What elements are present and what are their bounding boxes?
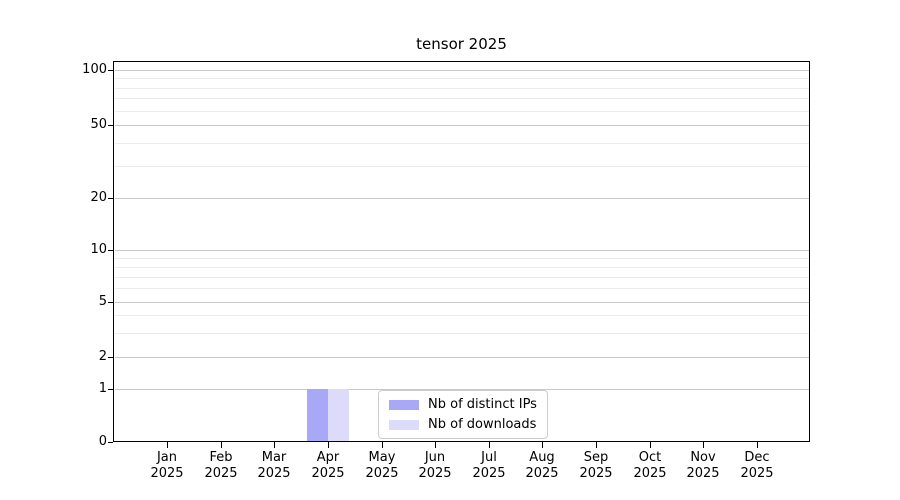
x-axis-tick-label: Jun 2025	[418, 450, 452, 481]
x-axis-tick-mark	[328, 442, 330, 448]
gridline-minor	[115, 166, 809, 167]
x-axis-tick-label: Nov 2025	[686, 450, 720, 481]
gridline-minor	[115, 78, 809, 79]
legend-item: Nb of downloads	[389, 416, 537, 433]
y-axis-tick-label: 10	[90, 242, 107, 257]
bar-downloads	[328, 389, 349, 442]
legend-label: Nb of distinct IPs	[428, 397, 537, 412]
x-axis-tick-mark	[542, 442, 544, 448]
legend-label: Nb of downloads	[428, 417, 537, 432]
x-axis-tick-label: Jul 2025	[472, 450, 506, 481]
gridline-minor	[115, 288, 809, 289]
x-axis-tick-label: Feb 2025	[204, 450, 238, 481]
x-axis-tick-label: May 2025	[365, 450, 399, 481]
gridline-major	[115, 389, 809, 390]
y-axis-tick-label: 2	[98, 349, 107, 364]
gridline-major	[115, 250, 809, 251]
bar-distinct-ips	[307, 389, 328, 442]
y-axis-tick-label: 100	[82, 62, 107, 77]
x-axis-tick-label: Mar 2025	[257, 450, 291, 481]
x-axis-tick-label: Jan 2025	[150, 450, 184, 481]
x-axis-tick-mark	[382, 442, 384, 448]
legend-swatch	[389, 399, 419, 410]
gridline-minor	[115, 111, 809, 112]
y-axis-tick-label: 0	[98, 434, 107, 449]
y-axis-tick-mark	[108, 302, 113, 304]
legend-item: Nb of distinct IPs	[389, 396, 537, 413]
gridline-major	[115, 357, 809, 358]
y-axis-tick-mark	[108, 250, 113, 252]
x-axis-tick-mark	[221, 442, 223, 448]
x-axis-tick-label: Oct 2025	[633, 450, 667, 481]
x-axis-tick-label: Apr 2025	[311, 450, 345, 481]
gridline-major	[115, 198, 809, 199]
y-axis-tick-label: 20	[90, 190, 107, 205]
x-axis-tick-label: Dec 2025	[740, 450, 774, 481]
legend-swatch	[389, 419, 419, 430]
y-axis-tick-label: 5	[98, 294, 107, 309]
gridline-minor	[115, 258, 809, 259]
gridline-minor	[115, 143, 809, 144]
gridline-minor	[115, 315, 809, 316]
x-axis-tick-mark	[435, 442, 437, 448]
y-axis-tick-mark	[108, 198, 113, 200]
y-axis-tick-mark	[108, 125, 113, 127]
y-axis-tick-mark	[108, 442, 113, 444]
y-axis-tick-mark	[108, 357, 113, 359]
x-axis-tick-mark	[274, 442, 276, 448]
gridline-major	[115, 70, 809, 71]
gridline-minor	[115, 88, 809, 89]
y-axis-tick-label: 50	[90, 117, 107, 132]
y-axis-tick-mark	[108, 389, 113, 391]
legend: Nb of distinct IPs Nb of downloads	[378, 390, 548, 439]
y-axis-tick-mark	[108, 70, 113, 72]
gridline-minor	[115, 98, 809, 99]
x-axis-tick-label: Sep 2025	[579, 450, 613, 481]
x-axis-tick-mark	[596, 442, 598, 448]
gridline-minor	[115, 277, 809, 278]
x-axis-tick-label: Aug 2025	[525, 450, 559, 481]
plot-area	[113, 61, 810, 442]
gridline-major	[115, 125, 809, 126]
y-axis-tick-label: 1	[98, 381, 107, 396]
chart-title: tensor 2025	[416, 35, 507, 53]
x-axis-tick-mark	[703, 442, 705, 448]
gridline-major	[115, 302, 809, 303]
gridline-minor	[115, 267, 809, 268]
x-axis-tick-mark	[489, 442, 491, 448]
x-axis-tick-mark	[650, 442, 652, 448]
x-axis-tick-mark	[167, 442, 169, 448]
gridline-minor	[115, 333, 809, 334]
x-axis-tick-mark	[757, 442, 759, 448]
